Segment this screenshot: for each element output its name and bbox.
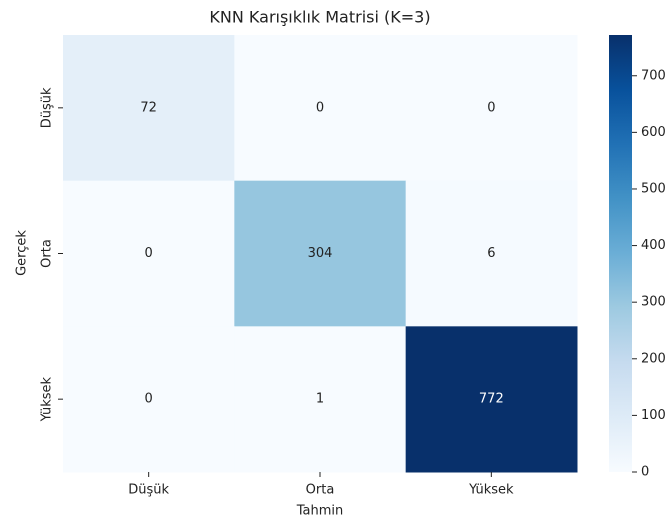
x-axis-label: Tahmin bbox=[296, 504, 344, 519]
heatmap-cell bbox=[405, 35, 578, 182]
cell-label: 1 bbox=[316, 392, 324, 407]
y-axis-label: Gerçek bbox=[15, 230, 30, 276]
y-tick-label: Orta bbox=[40, 239, 55, 268]
y-tick-label: Düşük bbox=[40, 87, 55, 128]
cell-label: 0 bbox=[316, 100, 324, 115]
colorbar bbox=[609, 35, 632, 472]
colorbar-tick-label: 100 bbox=[641, 408, 666, 423]
cell-label: 0 bbox=[487, 100, 495, 115]
heatmap-cell bbox=[63, 35, 235, 182]
colorbar-tick-label: 300 bbox=[641, 295, 666, 310]
colorbar-tick-label: 600 bbox=[641, 125, 666, 140]
heatmap-cell bbox=[234, 180, 407, 327]
y-tick-label: Yüksek bbox=[40, 376, 55, 422]
cell-label: 6 bbox=[487, 246, 495, 261]
heatmap-cell bbox=[63, 180, 235, 327]
cell-label: 772 bbox=[479, 392, 504, 407]
heatmap-cell bbox=[63, 326, 235, 473]
cell-label: 0 bbox=[145, 246, 153, 261]
cell-label: 304 bbox=[308, 246, 333, 261]
heatmap-cell bbox=[405, 326, 578, 473]
colorbar-tick-label: 500 bbox=[641, 181, 666, 196]
colorbar-tick-label: 200 bbox=[641, 351, 666, 366]
colorbar-tick-label: 400 bbox=[641, 238, 666, 253]
x-tick-label: Orta bbox=[306, 483, 335, 498]
cell-label: 72 bbox=[140, 100, 157, 115]
heatmap-cell bbox=[234, 326, 407, 473]
x-tick-label: Düşük bbox=[128, 483, 169, 498]
x-tick-label: Yüksek bbox=[468, 483, 514, 498]
colorbar-tick-label: 0 bbox=[641, 465, 649, 480]
heatmap-cell bbox=[405, 180, 578, 327]
cell-label: 0 bbox=[145, 392, 153, 407]
colorbar-tick-label: 700 bbox=[641, 68, 666, 83]
heatmap-cell bbox=[234, 35, 407, 182]
chart-title: KNN Karışıklık Matrisi (K=3) bbox=[209, 8, 430, 27]
